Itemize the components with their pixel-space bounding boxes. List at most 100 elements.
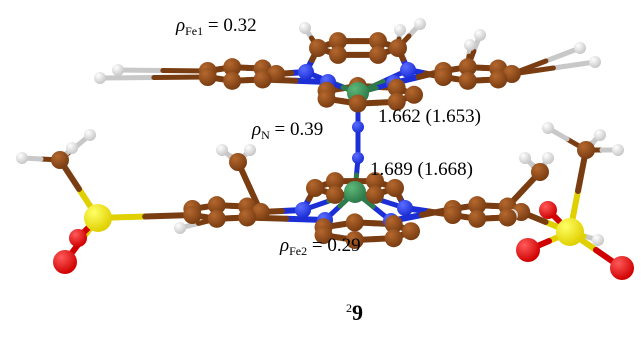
hydrogen-atom [16,152,28,164]
carbon-atom [238,208,257,227]
hydrogen-atom [216,144,228,156]
carbon-atom [434,68,453,87]
nitrogen-atom [298,64,314,80]
carbon-atom [489,70,508,89]
bond-fe1-n-label: 1.662 (1.653) [378,106,481,127]
carbon-atom [207,196,226,215]
hydrogen-atom [589,56,601,68]
carbon-atom [531,163,549,181]
carbon-atom [314,226,333,245]
hydrogen-atom [519,152,531,164]
fe2-subscript: Fe2 [289,244,308,258]
sulfur-atom [556,218,584,246]
hydrogen-atom [594,129,606,141]
carbon-atom [251,203,270,221]
carbon-atom [498,208,517,227]
nitrogen-atom [352,152,364,164]
carbon-atom [267,65,286,83]
hydrogen-atom [94,72,106,84]
oxygen-atom [53,250,77,274]
hydrogen-atom [592,234,604,246]
carbon-atom [348,94,367,113]
rho-fe2-label: ρFe2 = 0.29 [280,235,361,258]
carbon-atom [51,151,69,169]
carbon-atom [306,179,324,197]
carbon-atom [223,71,242,90]
bond [543,45,583,64]
carbon-atom [369,45,387,64]
compound-number: 9 [352,300,363,325]
hydrogen-atom [112,64,124,76]
hydrogen-atom [542,152,554,164]
carbon-atom [384,229,403,248]
rho-fe1-label: ρFe1 = 0.32 [176,15,257,38]
n-value: = 0.39 [274,119,324,140]
fe1-value: = 0.32 [207,15,257,36]
bond-fe2-n-label: 1.689 (1.668) [370,159,473,180]
carbon-atom [207,209,226,228]
oxygen-atom [516,238,540,262]
nitrogen-atom [295,202,311,218]
carbon-atom [223,58,242,77]
carbon-atom [366,185,384,204]
oxygen-atom [539,201,557,219]
atom-layer [16,18,634,280]
carbon-atom [468,209,487,228]
carbon-atom [329,32,347,51]
hydrogen-atom [394,24,406,36]
nitrogen-atom [352,121,364,133]
bond [550,59,598,71]
hydrogen-atom [66,142,78,154]
fe1-subscript: Fe1 [185,24,204,38]
carbon-atom [577,141,595,159]
hydrogen-atom [174,222,186,234]
hydrogen-atom [84,129,96,141]
compound-label: 29 [346,300,363,326]
carbon-atom [458,71,477,90]
carbon-atom [384,215,403,234]
carbon-atom [329,45,347,64]
nitrogen-atom [400,62,416,78]
hydrogen-atom [474,29,486,41]
compound-superscript: 2 [346,301,352,315]
carbon-atom [345,230,364,249]
carbon-atom [405,85,423,104]
carbon-atom [458,58,477,77]
sulfur-atom [84,204,112,232]
hydrogen-atom [542,122,554,134]
hydrogen-atom [244,144,256,156]
carbon-atom [345,213,364,232]
carbon-atom [386,179,404,197]
rho-symbol: ρ [280,235,290,256]
carbon-atom [468,196,487,215]
carbon-atom [389,39,407,57]
hydrogen-atom [574,42,586,54]
carbon-atom [502,65,521,83]
carbon-atom [229,153,247,171]
hydrogen-atom [299,22,311,34]
carbon-atom [402,222,420,241]
hydrogen-atom [612,144,624,156]
hydrogen-atom [414,18,426,30]
carbon-atom [253,70,272,89]
carbon-atom [183,206,202,225]
carbon-atom [443,206,462,225]
hydrogen-atom [464,39,476,51]
nitrogen-atom [397,200,413,216]
rho-symbol: ρ [176,15,186,36]
rho-n-label: ρN = 0.39 [252,119,324,142]
carbon-atom [366,172,384,191]
carbon-atom [198,68,217,87]
fe2-value: = 0.29 [311,235,361,256]
n-subscript: N [261,128,270,142]
oxygen-atom [610,256,634,280]
carbon-atom [317,89,336,108]
carbon-atom [326,172,344,191]
iron-atom [344,181,366,203]
carbon-atom [309,39,327,57]
carbon-atom [326,185,344,204]
carbon-atom [369,32,387,51]
carbon-atom [387,92,406,111]
carbon-atom [387,78,406,97]
